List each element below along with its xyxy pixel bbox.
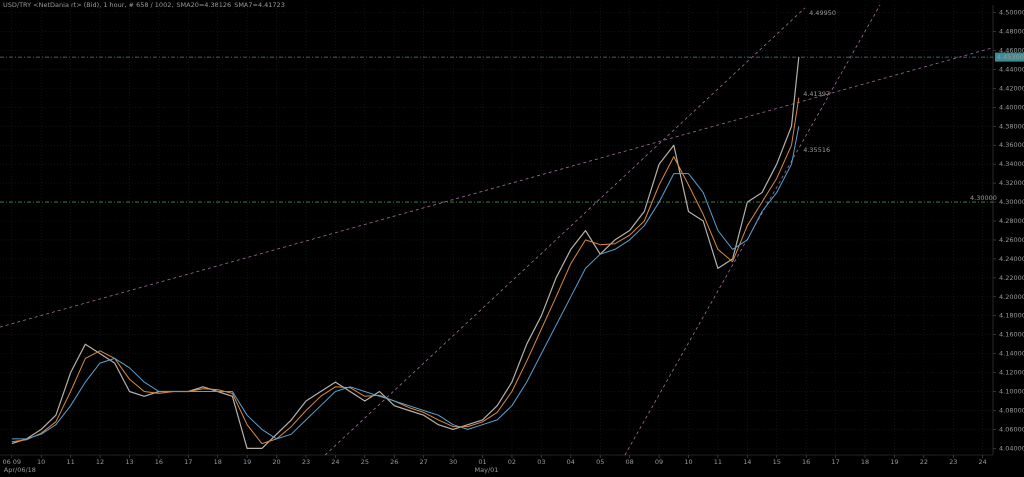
y-tick-label: 4.32000 [999, 179, 1024, 187]
y-tick-label: 4.50000 [999, 9, 1024, 17]
x-tick-label: 17 [184, 458, 192, 466]
x-tick-label: 01 [478, 458, 486, 466]
y-tick-label: 4.24000 [999, 255, 1024, 263]
series-line [11, 126, 800, 440]
trend-label: 4.35516 [803, 146, 830, 154]
x-tick-label: 03 [537, 458, 545, 466]
x-tick-label: 05 [596, 458, 604, 466]
y-tick-label: 4.40000 [999, 103, 1024, 111]
y-tick-label: 4.34000 [999, 160, 1024, 168]
trend-line [324, 7, 806, 456]
x-tick-label: 27 [420, 458, 428, 466]
y-tick-label: 4.04000 [999, 444, 1024, 452]
series-line [11, 57, 800, 449]
trend-label: 4.41397 [803, 90, 830, 98]
x-tick-label: 09 [655, 458, 663, 466]
x-tick-label: 18 [214, 458, 222, 466]
x-tick-label: 12 [96, 458, 104, 466]
x-tick-label: 24 [331, 458, 339, 466]
x-tick-label: 04 [567, 458, 575, 466]
x-tick-label: 22 [920, 458, 928, 466]
x-tick-label: 16 [802, 458, 810, 466]
x-tick-label: 18 [861, 458, 869, 466]
trend-line [0, 47, 994, 328]
y-tick-label: 4.46000 [999, 46, 1024, 54]
y-tick-label: 4.36000 [999, 141, 1024, 149]
x-tick-label: 10 [37, 458, 45, 466]
x-tick-label: 23 [949, 458, 957, 466]
series-line [11, 97, 800, 445]
x-tick-label: 08 [625, 458, 633, 466]
x-tick-label: 23 [302, 458, 310, 466]
level-label-box [995, 52, 1024, 62]
y-tick-label: 4.16000 [999, 331, 1024, 339]
x-tick-label: 30 [449, 458, 457, 466]
y-tick-label: 4.48000 [999, 28, 1024, 36]
trend-label: 4.49950 [809, 9, 836, 17]
x-tick-label: 25 [361, 458, 369, 466]
x-tick-label: 11 [714, 458, 722, 466]
level-label: 4.30000 [970, 194, 997, 202]
y-tick-label: 4.26000 [999, 236, 1024, 244]
chart-title: USD/TRY <NetDania rt> (Bid), 1 hour, # 6… [3, 1, 173, 9]
y-tick-label: 4.28000 [999, 217, 1024, 225]
y-tick-label: 4.22000 [999, 274, 1024, 282]
x-sublabel: May/01 [475, 466, 499, 474]
y-tick-label: 4.30000 [999, 198, 1024, 206]
x-tick-label: 17 [831, 458, 839, 466]
x-tick-label: 14 [743, 458, 751, 466]
x-tick-label: 20 [272, 458, 280, 466]
legend-entry: SMA20=4.38126 [176, 1, 231, 9]
x-tick-label: 10 [684, 458, 692, 466]
y-tick-label: 4.44000 [999, 65, 1024, 73]
x-tick-label: 19 [243, 458, 251, 466]
x-tick-label: 11 [66, 458, 74, 466]
y-tick-label: 4.10000 [999, 388, 1024, 396]
legend-entry: SMA7=4.41723 [234, 1, 285, 9]
x-sublabel: Apr/06/18 [4, 466, 36, 474]
y-tick-label: 4.08000 [999, 406, 1024, 414]
x-tick-label: 16 [155, 458, 163, 466]
level-label: 4.45300 [997, 53, 1024, 61]
y-tick-label: 4.12000 [999, 369, 1024, 377]
x-tick-label: 06 09 [2, 458, 21, 466]
x-tick-label: 19 [890, 458, 898, 466]
x-tick-label: 02 [508, 458, 516, 466]
y-tick-label: 4.18000 [999, 312, 1024, 320]
x-tick-label: 15 [773, 458, 781, 466]
x-tick-label: 13 [125, 458, 133, 466]
y-tick-label: 4.20000 [999, 293, 1024, 301]
y-tick-label: 4.14000 [999, 350, 1024, 358]
y-tick-label: 4.38000 [999, 122, 1024, 130]
y-tick-label: 4.06000 [999, 425, 1024, 433]
x-tick-label: 26 [390, 458, 398, 466]
x-tick-label: 24 [979, 458, 987, 466]
y-tick-label: 4.42000 [999, 84, 1024, 92]
